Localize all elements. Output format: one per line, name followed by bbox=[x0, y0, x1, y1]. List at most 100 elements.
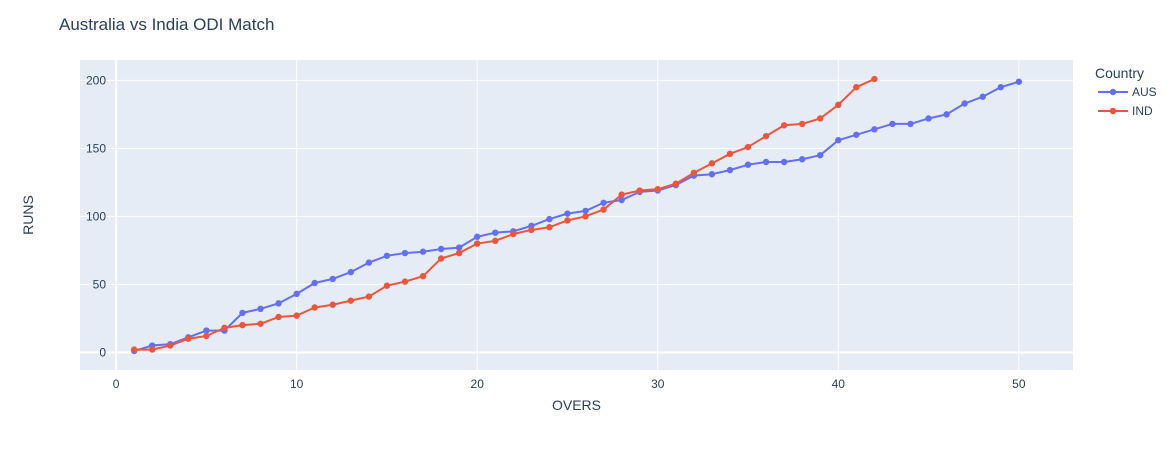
y-tick-label: 200 bbox=[86, 73, 106, 87]
data-point bbox=[762, 158, 770, 166]
data-point bbox=[546, 224, 553, 231]
data-point bbox=[419, 272, 427, 280]
data-point bbox=[130, 346, 138, 353]
data-point bbox=[383, 282, 391, 289]
data-point bbox=[257, 320, 264, 327]
data-point bbox=[798, 120, 806, 128]
data-point bbox=[203, 327, 210, 334]
x-tick-label: 30 bbox=[651, 377, 665, 391]
data-point bbox=[564, 217, 571, 224]
data-point bbox=[329, 301, 336, 308]
data-point bbox=[618, 196, 625, 204]
data-point bbox=[275, 313, 282, 321]
data-point bbox=[672, 180, 679, 187]
y-axis-title: RUNS bbox=[20, 195, 36, 235]
data-point bbox=[582, 213, 589, 220]
data-point bbox=[347, 268, 355, 276]
data-point bbox=[762, 132, 770, 140]
data-point bbox=[311, 279, 318, 287]
data-point bbox=[455, 244, 463, 251]
data-point bbox=[871, 75, 878, 83]
y-tick-label: 0 bbox=[99, 345, 106, 359]
data-point bbox=[293, 290, 300, 298]
data-point bbox=[149, 346, 156, 353]
data-point bbox=[203, 332, 210, 340]
data-point bbox=[726, 150, 734, 158]
data-point bbox=[618, 191, 625, 198]
data-point bbox=[474, 233, 481, 240]
legend-item-ind[interactable]: IND bbox=[1098, 104, 1153, 118]
data-point bbox=[726, 166, 734, 174]
data-point bbox=[401, 278, 409, 285]
data-point bbox=[437, 255, 445, 262]
data-point bbox=[889, 120, 896, 128]
data-point bbox=[257, 305, 264, 313]
data-point bbox=[365, 293, 373, 300]
x-tick-label: 0 bbox=[113, 377, 120, 391]
data-point bbox=[600, 206, 607, 213]
data-point bbox=[492, 229, 499, 236]
data-point bbox=[492, 237, 499, 245]
data-point bbox=[997, 83, 1004, 91]
x-axis-title: OVERS bbox=[552, 397, 601, 413]
data-point bbox=[383, 252, 391, 259]
legend: Country AUS IND bbox=[1095, 65, 1157, 118]
data-point bbox=[455, 249, 463, 257]
data-point bbox=[835, 137, 842, 144]
series-ind bbox=[130, 75, 878, 353]
data-point bbox=[690, 169, 698, 177]
legend-label: IND bbox=[1132, 104, 1153, 118]
data-point bbox=[239, 309, 246, 317]
data-point bbox=[744, 161, 752, 168]
data-point bbox=[798, 156, 806, 163]
legend-items: AUS IND bbox=[1098, 85, 1157, 118]
data-point bbox=[185, 335, 192, 342]
tick-labels: 0 10 20 30 40 50 0 50 100 150 200 bbox=[86, 73, 1026, 391]
plot-area bbox=[80, 60, 1073, 370]
data-point bbox=[943, 111, 950, 118]
data-point bbox=[907, 120, 914, 128]
data-point bbox=[600, 199, 607, 206]
data-point bbox=[221, 324, 228, 332]
data-point bbox=[510, 230, 517, 238]
data-point bbox=[474, 240, 481, 247]
data-point bbox=[853, 131, 860, 138]
x-tick-label: 10 bbox=[290, 377, 304, 391]
chart-title: Australia vs India ODI Match bbox=[59, 15, 274, 34]
data-point bbox=[961, 100, 968, 107]
data-point bbox=[780, 158, 788, 166]
data-point bbox=[347, 297, 355, 304]
legend-title: Country bbox=[1095, 65, 1144, 81]
data-point bbox=[744, 143, 752, 151]
x-tick-label: 20 bbox=[471, 377, 485, 391]
data-point bbox=[925, 115, 932, 122]
legend-marker bbox=[1109, 88, 1117, 96]
data-point bbox=[817, 151, 824, 159]
data-point bbox=[654, 185, 661, 193]
grid-layer bbox=[80, 60, 1073, 370]
data-point bbox=[780, 122, 788, 129]
data-point bbox=[311, 304, 318, 311]
y-tick-label: 100 bbox=[86, 209, 106, 223]
data-point bbox=[708, 171, 716, 178]
data-point bbox=[239, 321, 246, 329]
data-point bbox=[564, 210, 571, 217]
data-point bbox=[437, 245, 445, 253]
data-point bbox=[979, 93, 986, 100]
legend-item-aus[interactable]: AUS bbox=[1098, 85, 1157, 99]
data-point bbox=[528, 226, 535, 234]
legend-marker bbox=[1109, 107, 1117, 115]
data-point bbox=[401, 249, 409, 257]
legend-label: AUS bbox=[1132, 85, 1157, 99]
data-point bbox=[546, 215, 553, 223]
data-point bbox=[853, 83, 860, 91]
x-tick-label: 50 bbox=[1012, 377, 1026, 391]
y-tick-label: 150 bbox=[86, 141, 106, 155]
data-point bbox=[275, 300, 282, 307]
data-point bbox=[835, 101, 842, 109]
data-point bbox=[419, 248, 427, 255]
data-point bbox=[708, 160, 716, 167]
data-point bbox=[365, 259, 373, 266]
